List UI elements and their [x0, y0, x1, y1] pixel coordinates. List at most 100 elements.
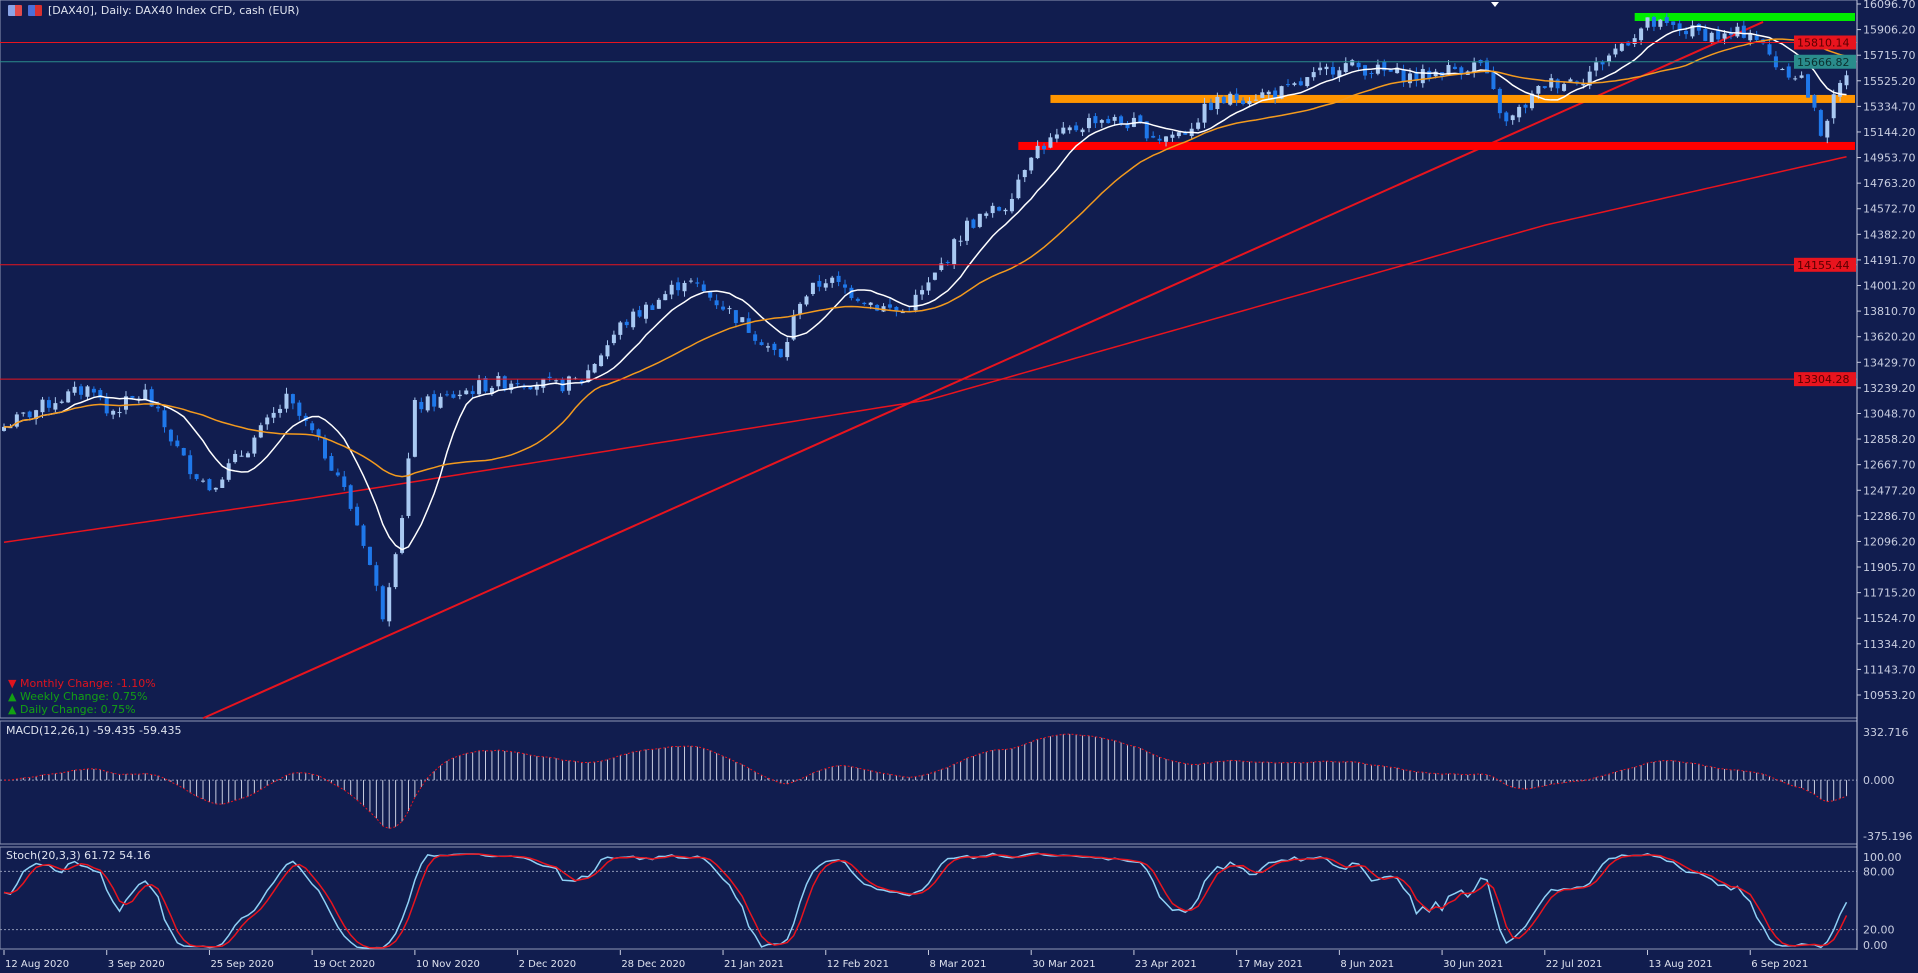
- macd-tick-label: 332.716: [1863, 726, 1909, 739]
- candle: [400, 518, 405, 553]
- x-tick-label: 2 Dec 2020: [519, 959, 577, 970]
- stoch-tick-label: 0.00: [1863, 939, 1888, 952]
- y-tick-label: 11524.70: [1863, 612, 1916, 625]
- candle: [1138, 115, 1143, 123]
- candle: [1337, 70, 1342, 78]
- candle: [1639, 28, 1644, 41]
- macd-signal-line: [3, 733, 1847, 830]
- candle: [181, 447, 186, 456]
- candle: [579, 380, 584, 383]
- candle: [810, 282, 815, 295]
- candle: [278, 408, 283, 413]
- candle: [727, 308, 732, 310]
- candle: [618, 322, 623, 335]
- candle: [785, 341, 790, 358]
- candle: [1459, 67, 1464, 74]
- candle: [66, 391, 71, 403]
- candle: [156, 406, 161, 409]
- candle: [1420, 69, 1425, 84]
- candle: [380, 586, 385, 620]
- candle: [188, 455, 193, 475]
- candle: [1452, 66, 1457, 70]
- candle: [1812, 95, 1817, 108]
- candle: [1106, 118, 1111, 124]
- candle: [1382, 62, 1387, 71]
- candle: [194, 474, 199, 479]
- candle: [117, 412, 122, 414]
- candle: [1170, 134, 1175, 138]
- y-tick-label: 13620.20: [1863, 331, 1916, 344]
- candle: [522, 386, 527, 388]
- candle: [367, 546, 372, 565]
- candle: [830, 277, 835, 283]
- candle: [226, 463, 231, 480]
- candle: [104, 398, 109, 414]
- candle: [1234, 93, 1239, 101]
- candle: [1619, 43, 1624, 51]
- candle: [111, 410, 116, 415]
- candle: [201, 480, 206, 482]
- candle: [1260, 92, 1265, 98]
- monthly-change: ▼ Monthly Change: -1.10%: [8, 677, 156, 690]
- price-level-badge: [1794, 257, 1856, 272]
- y-tick-label: 14191.70: [1863, 254, 1916, 267]
- candle: [778, 348, 783, 358]
- candle: [528, 386, 533, 390]
- candle: [1587, 71, 1592, 86]
- candle: [958, 240, 963, 242]
- candle: [887, 304, 892, 308]
- candle: [862, 302, 867, 305]
- candle: [997, 206, 1002, 211]
- x-tick-label: 17 May 2021: [1238, 959, 1303, 970]
- candle: [1407, 73, 1412, 84]
- candle: [1067, 127, 1072, 131]
- candle: [875, 304, 880, 311]
- candle: [1279, 86, 1284, 99]
- candle: [1562, 84, 1567, 91]
- x-tick-label: 30 Jun 2021: [1443, 959, 1503, 970]
- candle: [843, 284, 848, 288]
- y-tick-label: 16096.70: [1863, 0, 1916, 11]
- x-tick-label: 28 Dec 2020: [621, 959, 685, 970]
- chart-title: [DAX40], Daily: DAX40 Index CFD, cash (E…: [8, 4, 299, 17]
- candle: [1112, 116, 1117, 121]
- stoch-panel-frame: [0, 846, 1858, 950]
- price-level-label: 14155.44: [1797, 259, 1850, 272]
- candle: [656, 299, 661, 309]
- candle: [592, 363, 597, 373]
- price-level-label: 13304.28: [1797, 373, 1850, 386]
- candle: [387, 587, 392, 622]
- candle: [1433, 71, 1438, 77]
- candle: [759, 342, 764, 346]
- weekly-change: ▲ Weekly Change: 0.75%: [8, 690, 148, 703]
- candle: [1600, 61, 1605, 65]
- candle: [1375, 64, 1380, 74]
- candle: [464, 390, 469, 395]
- candle: [624, 321, 629, 326]
- candle: [1241, 100, 1246, 105]
- candle: [393, 554, 398, 588]
- macd-panel-frame: [0, 720, 1858, 845]
- candle: [1684, 30, 1689, 35]
- candle: [79, 386, 84, 395]
- candle: [611, 334, 616, 344]
- y-tick-label: 14001.20: [1863, 280, 1916, 293]
- candle: [1125, 123, 1130, 129]
- candle: [496, 376, 501, 387]
- candle: [515, 383, 520, 385]
- candle: [894, 306, 899, 311]
- candle: [284, 393, 289, 409]
- candle: [1292, 83, 1297, 85]
- candle: [554, 380, 559, 382]
- candle: [1709, 32, 1714, 43]
- candle: [1754, 35, 1759, 40]
- candle: [1696, 24, 1701, 31]
- macd-tick-label: -375.196: [1863, 830, 1912, 843]
- y-tick-label: 11905.70: [1863, 561, 1916, 574]
- candle: [663, 294, 668, 301]
- x-tick-label: 13 Aug 2021: [1649, 959, 1713, 970]
- daily-change: ▲ Daily Change: 0.75%: [8, 703, 136, 716]
- candle: [245, 453, 250, 458]
- candle: [586, 370, 591, 383]
